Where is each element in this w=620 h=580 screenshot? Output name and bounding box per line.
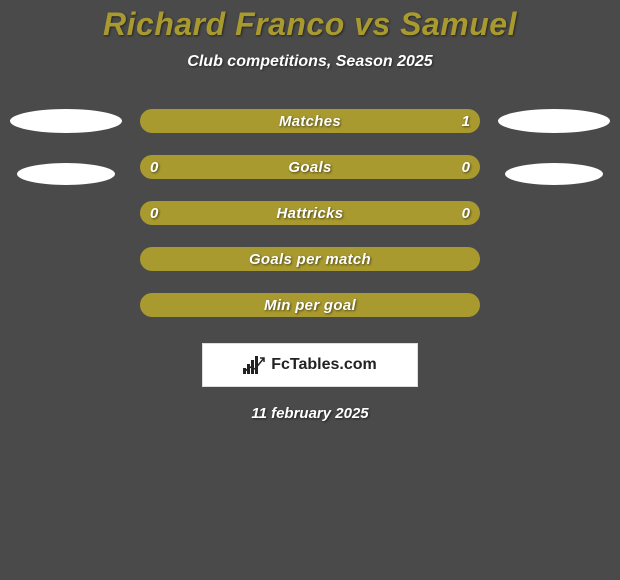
ellipse-left-2 <box>17 163 115 185</box>
stat-label: Min per goal <box>264 297 356 314</box>
stat-right-value: 0 <box>462 159 470 176</box>
stat-bar-goals: 0 Goals 0 <box>140 155 480 179</box>
date-text: 11 february 2025 <box>251 405 368 422</box>
logo-text: FcTables.com <box>271 356 377 374</box>
trend-line-icon <box>243 356 265 374</box>
stat-right-value: 1 <box>462 113 470 130</box>
stat-bar-hattricks: 0 Hattricks 0 <box>140 201 480 225</box>
stat-left-value: 0 <box>150 159 158 176</box>
logo-box: FcTables.com <box>202 343 418 387</box>
ellipse-right-1 <box>498 109 610 133</box>
stat-bar-goals-per-match: Goals per match <box>140 247 480 271</box>
stat-right-value: 0 <box>462 205 470 222</box>
ellipse-right-2 <box>505 163 603 185</box>
stat-label: Hattricks <box>277 205 344 222</box>
footer: FcTables.com 11 february 2025 <box>0 343 620 422</box>
chart-icon <box>243 356 265 374</box>
content-row: Matches 1 0 Goals 0 0 Hattricks 0 Goals … <box>0 109 620 317</box>
ellipse-left-1 <box>10 109 122 133</box>
stat-bar-min-per-goal: Min per goal <box>140 293 480 317</box>
stat-label: Goals <box>288 159 331 176</box>
stat-bar-matches: Matches 1 <box>140 109 480 133</box>
page-subtitle: Club competitions, Season 2025 <box>0 53 620 71</box>
stat-left-value: 0 <box>150 205 158 222</box>
comparison-infographic: Richard Franco vs Samuel Club competitio… <box>0 0 620 580</box>
right-ellipse-column <box>498 109 610 185</box>
stat-label: Goals per match <box>249 251 371 268</box>
left-ellipse-column <box>10 109 122 185</box>
stat-bars-column: Matches 1 0 Goals 0 0 Hattricks 0 Goals … <box>140 109 480 317</box>
stat-label: Matches <box>279 113 341 130</box>
page-title: Richard Franco vs Samuel <box>0 0 620 43</box>
